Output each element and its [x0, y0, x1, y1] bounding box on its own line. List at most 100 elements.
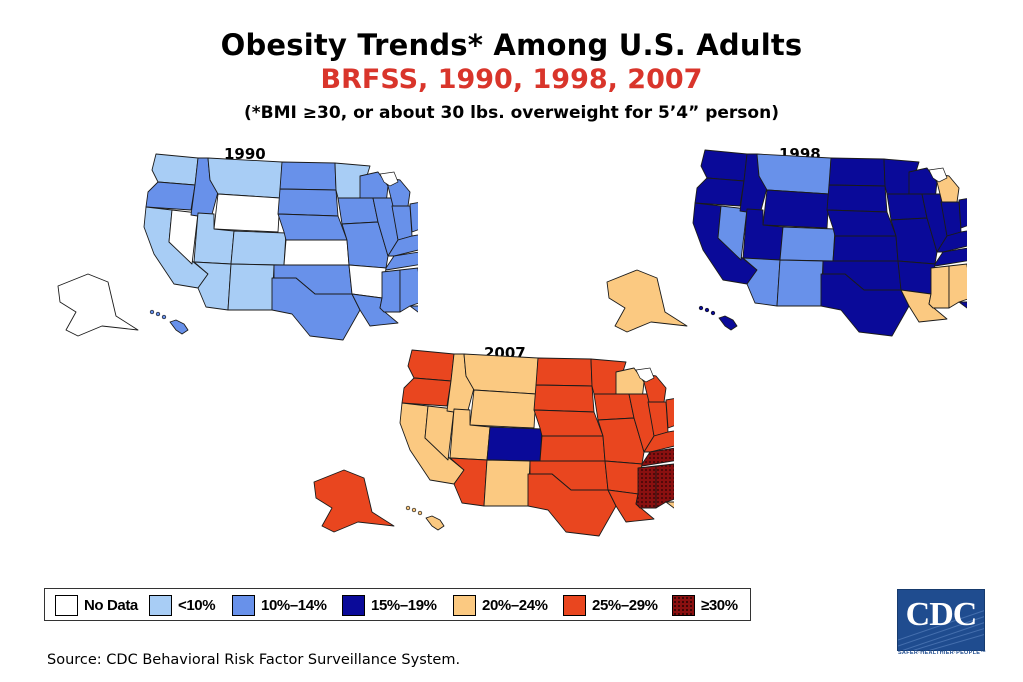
state-co: [230, 230, 287, 266]
legend-swatch-lt10: [149, 594, 172, 616]
state-ks: [539, 435, 606, 462]
state-mt: [207, 157, 283, 199]
logo-stripes-icon: [898, 610, 984, 650]
legend-swatch-25-29: [563, 594, 586, 616]
state-nm: [776, 259, 824, 307]
state-tn: [641, 447, 674, 467]
state-or: [145, 181, 196, 211]
legend-item-25-29: 25%–29%: [563, 593, 658, 617]
state-hi: [425, 515, 445, 531]
state-fl: [409, 305, 418, 313]
state-or: [401, 377, 452, 407]
state-sd: [826, 184, 888, 213]
great-lakes: [928, 167, 948, 183]
hawaii-island-0: [405, 505, 411, 511]
legend-label-10-14: 10%–14%: [261, 596, 327, 614]
hawaii-island-0: [149, 309, 155, 315]
great-lakes: [379, 171, 399, 187]
logo-text: CDC: [905, 596, 978, 633]
hawaii-island-1: [155, 311, 161, 317]
state-oh: [409, 202, 418, 233]
state-oh: [958, 198, 967, 229]
legend-swatch-10-14: [232, 594, 255, 616]
legend-item-ge30: ≥30%: [672, 593, 738, 617]
hawaii-island-2: [710, 310, 716, 316]
state-mt: [463, 353, 539, 395]
state-wy: [469, 389, 537, 429]
state-oh: [665, 398, 674, 429]
state-nm: [483, 459, 531, 507]
legend-swatch-20-24: [453, 594, 476, 616]
state-ak: [313, 469, 395, 533]
state-tx: [271, 277, 361, 341]
state-ms: [379, 269, 401, 313]
legend-item-no-data: No Data: [55, 593, 138, 617]
state-nv: [424, 405, 455, 461]
legend-label-lt10: <10%: [178, 596, 216, 614]
state-wa: [407, 349, 455, 382]
state-ks: [283, 239, 350, 266]
legend-swatch-15-19: [342, 594, 365, 616]
state-tx: [527, 473, 617, 537]
state-ne: [826, 209, 897, 237]
state-ak: [606, 269, 688, 333]
state-ia: [337, 197, 379, 225]
state-hi: [169, 319, 189, 335]
legend-label-ge30: ≥30%: [701, 596, 738, 614]
state-fl: [665, 501, 674, 509]
map-label-1990: 1990: [224, 145, 266, 163]
hawaii-island-2: [417, 510, 423, 516]
state-tx: [820, 273, 910, 337]
source-note: Source: CDC Behavioral Risk Factor Surve…: [47, 652, 461, 668]
logo-tagline: SAFER·HEALTHIER·PEOPLE™: [897, 650, 987, 656]
state-wy: [762, 189, 830, 229]
state-al: [399, 267, 418, 313]
state-ak: [57, 273, 139, 337]
state-ar: [897, 260, 936, 295]
legend-label-no-data: No Data: [84, 596, 138, 614]
state-ar: [348, 264, 387, 299]
legend-swatch-no-data: [55, 594, 78, 616]
hawaii-island-2: [161, 314, 167, 320]
state-nv: [717, 205, 748, 261]
us-map-1998: [606, 149, 967, 337]
state-ia: [886, 193, 928, 221]
state-wy: [213, 193, 281, 233]
hawaii-island-1: [411, 507, 417, 513]
state-ia: [593, 393, 635, 421]
hawaii-island-1: [704, 307, 710, 313]
state-mt: [756, 153, 832, 195]
state-ne: [533, 409, 604, 437]
state-co: [486, 426, 543, 462]
legend: No Data <10% 10%–14% 15%–19% 20%–24% 25%…: [44, 588, 751, 621]
state-tn: [934, 247, 967, 267]
chart-subtitle: BRFSS, 1990, 1998, 2007: [320, 64, 703, 95]
state-hi: [718, 315, 738, 331]
legend-label-25-29: 25%–29%: [592, 596, 658, 614]
bmi-footnote: (*BMI ≥30, or about 30 lbs. overweight f…: [244, 103, 779, 123]
legend-item-lt10: <10%: [149, 593, 216, 617]
chart-title: Obesity Trends* Among U.S. Adults: [220, 28, 803, 62]
legend-item-20-24: 20%–24%: [453, 593, 548, 617]
state-nd: [828, 157, 886, 187]
state-nv: [168, 209, 199, 265]
legend-label-20-24: 20%–24%: [482, 596, 548, 614]
state-wa: [700, 149, 748, 182]
state-co: [779, 226, 836, 262]
state-nd: [279, 161, 337, 191]
us-map-2007: [313, 349, 674, 537]
legend-item-15-19: 15%–19%: [342, 593, 437, 617]
great-lakes: [635, 367, 655, 383]
state-ks: [832, 235, 899, 262]
us-map-1990: [57, 153, 418, 341]
state-nm: [227, 263, 275, 311]
state-ms: [928, 265, 950, 309]
state-fl: [958, 301, 967, 309]
legend-item-10-14: 10%–14%: [232, 593, 327, 617]
legend-label-15-19: 15%–19%: [371, 596, 437, 614]
state-wa: [151, 153, 199, 186]
state-sd: [277, 188, 339, 217]
state-ar: [604, 460, 643, 495]
state-nd: [535, 357, 593, 387]
state-al: [948, 263, 967, 309]
